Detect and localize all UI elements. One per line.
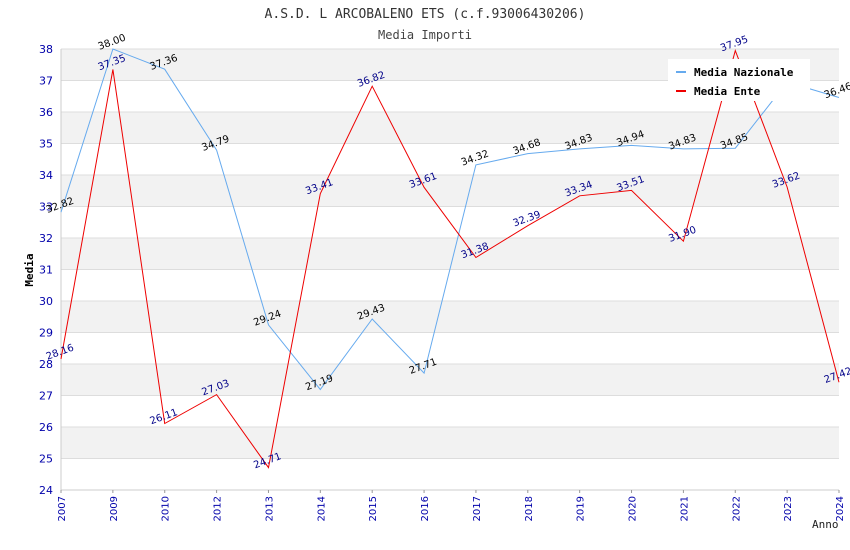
y-tick-label: 24 xyxy=(39,484,53,497)
x-tick-label: 2010 xyxy=(161,496,172,521)
chart-title: A.S.D. L ARCOBALENO ETS (c.f.93006430206… xyxy=(265,7,586,22)
series-line-media-ente xyxy=(60,48,840,469)
grid-band xyxy=(61,175,839,207)
y-tick-label: 26 xyxy=(39,421,53,434)
y-axis-label: Media xyxy=(23,253,36,286)
x-tick-label: 2013 xyxy=(264,496,275,521)
grid-band xyxy=(61,364,839,396)
x-tick-label: 2014 xyxy=(316,496,327,521)
x-tick-label: 2017 xyxy=(472,496,483,521)
legend: Media Nazionale Media Ente xyxy=(668,59,810,101)
y-tick-label: 25 xyxy=(39,453,53,466)
grid-band xyxy=(61,269,839,301)
x-tick-label: 2024 xyxy=(835,496,846,521)
x-tick-label: 2015 xyxy=(368,496,379,521)
grid-band xyxy=(61,395,839,427)
y-tick-label: 31 xyxy=(39,264,53,277)
x-tick-label: 2021 xyxy=(679,496,690,521)
x-tick-label: 2007 xyxy=(57,496,68,521)
grid-band xyxy=(61,301,839,333)
x-tick-label: 2020 xyxy=(628,496,639,521)
y-tick-label: 30 xyxy=(39,295,53,308)
x-tick-label: 2016 xyxy=(420,496,431,521)
grid-band xyxy=(61,427,839,459)
y-tick-label: 34 xyxy=(39,169,53,182)
legend-label: Media Nazionale xyxy=(694,66,794,79)
y-tick-label: 27 xyxy=(39,390,53,403)
y-tick-label: 38 xyxy=(39,43,53,56)
x-tick-label: 2018 xyxy=(524,496,535,521)
legend-label: Media Ente xyxy=(694,85,761,98)
x-tick-label: 2012 xyxy=(213,496,224,521)
grid-band xyxy=(61,332,839,364)
y-tick-label: 29 xyxy=(39,327,53,340)
chart-subtitle: Media Importi xyxy=(378,28,472,42)
y-tick-label: 28 xyxy=(39,358,53,371)
x-tick-label: 2022 xyxy=(731,496,742,521)
grid-bands xyxy=(60,48,839,491)
grid-band xyxy=(61,238,839,270)
y-tick-label: 33 xyxy=(39,201,53,214)
y-tick-label: 32 xyxy=(39,232,53,245)
grid-band xyxy=(61,112,839,144)
y-tick-label: 35 xyxy=(39,138,53,151)
y-axis-ticks: 24 25 26 27 28 29 30 31 32 33 34 35 36 37 38 xyxy=(39,43,53,497)
y-tick-label: 36 xyxy=(39,106,53,119)
x-tick-label: 2019 xyxy=(576,496,587,521)
x-axis-label: Anno xyxy=(812,518,839,531)
series-line-media-nazionale xyxy=(60,48,840,391)
legend-box xyxy=(668,59,810,101)
x-axis-ticks: 2007 2009 2010 2012 2013 2014 2015 2016 2017 2018… xyxy=(57,490,846,521)
y-tick-label: 37 xyxy=(39,75,53,88)
x-tick-label: 2009 xyxy=(109,496,120,521)
x-tick-label: 2023 xyxy=(783,496,794,521)
grid-band xyxy=(61,458,839,490)
series-lines xyxy=(60,48,840,469)
